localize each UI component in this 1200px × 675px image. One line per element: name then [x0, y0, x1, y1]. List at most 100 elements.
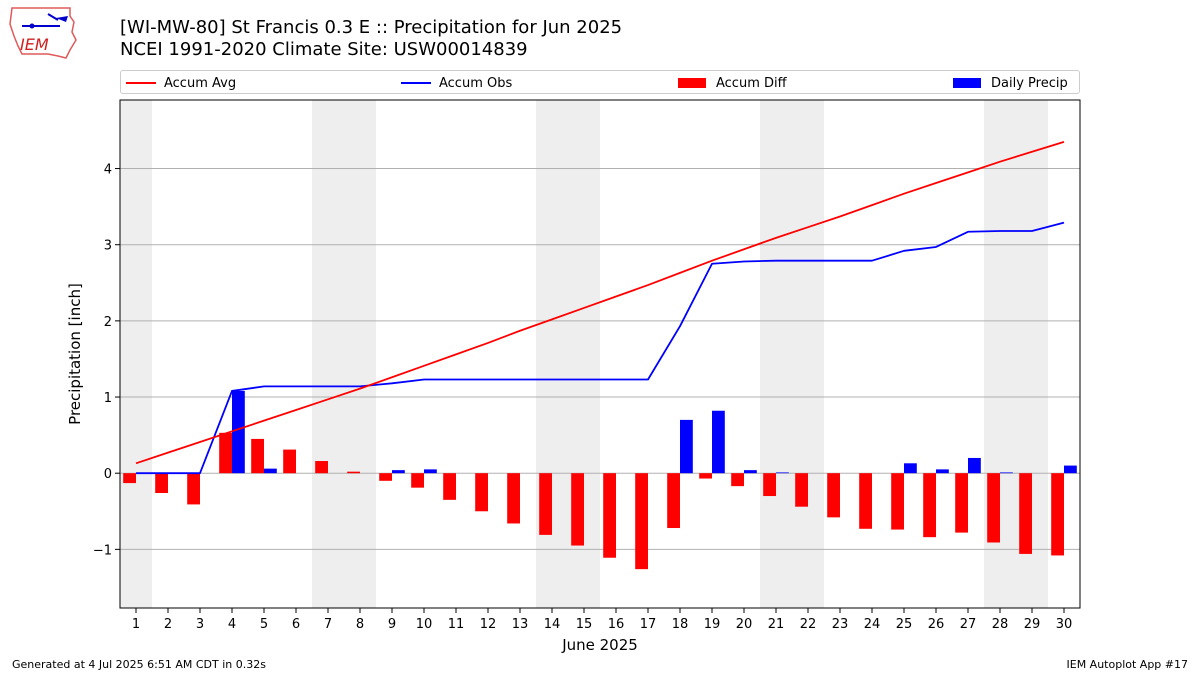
bars: [123, 390, 1077, 570]
bar-accum-diff-2: [155, 473, 168, 493]
gridlines: [120, 168, 1080, 550]
x-tick-label-4: 4: [228, 617, 236, 632]
weekend-shade-day-21: [760, 100, 792, 608]
y-tick-label-2: 1: [104, 391, 112, 406]
legend-swatch-daily-precip: [953, 78, 981, 88]
legend-swatch-accum-obs: [401, 82, 431, 84]
bar-accum-diff-23: [827, 473, 840, 518]
bar-accum-diff-7: [315, 461, 328, 474]
x-tick-label-2: 2: [164, 617, 172, 632]
x-tick-label-18: 18: [672, 617, 689, 632]
x-tick-label-10: 10: [416, 617, 433, 632]
bar-accum-diff-5: [251, 438, 264, 474]
legend-item-accum-avg: Accum Avg: [126, 74, 236, 92]
line-accum-obs: [136, 221, 1065, 475]
x-tick-label-22: 22: [800, 617, 817, 632]
x-tick-label-30: 30: [1056, 617, 1073, 632]
line-accum-avg: [135, 141, 1065, 465]
legend-item-accum-obs: Accum Obs: [401, 74, 512, 92]
x-tick-label-12: 12: [480, 617, 497, 632]
y-axis-label: Precipitation [inch]: [66, 283, 84, 425]
bar-accum-diff-30: [1051, 473, 1064, 556]
legend-swatch-accum-avg: [126, 82, 156, 84]
x-tick-label-11: 11: [448, 617, 465, 632]
weekend-shade-day-7: [312, 100, 344, 608]
x-tick-label-1: 1: [132, 617, 140, 632]
x-tick-label-15: 15: [576, 617, 593, 632]
y-tick-label-0: −1: [93, 543, 112, 558]
bar-daily-precip-10: [424, 469, 437, 474]
plot-frame: [119, 99, 1081, 609]
bar-accum-diff-11: [443, 473, 456, 500]
bar-accum-diff-3: [187, 473, 200, 505]
x-tick-label-23: 23: [832, 617, 849, 632]
x-tick-label-17: 17: [640, 617, 657, 632]
x-tick-label-9: 9: [388, 617, 396, 632]
bar-accum-diff-21: [763, 473, 776, 497]
x-tick-label-5: 5: [260, 617, 268, 632]
bar-daily-precip-4: [232, 390, 245, 474]
bar-daily-precip-25: [904, 463, 917, 474]
weekend-shade-day-14: [536, 100, 568, 608]
bar-accum-diff-10: [411, 473, 424, 488]
bar-accum-diff-19: [699, 473, 712, 479]
bar-accum-diff-26: [923, 473, 936, 538]
x-tick-label-8: 8: [356, 617, 364, 632]
bar-accum-diff-24: [859, 473, 872, 529]
y-tick-label-1: 0: [104, 467, 112, 482]
bar-daily-precip-30: [1064, 465, 1077, 474]
bar-daily-precip-18: [680, 419, 693, 474]
x-tick-label-27: 27: [960, 617, 977, 632]
x-tick-label-19: 19: [704, 617, 721, 632]
legend-label-accum-obs: Accum Obs: [439, 75, 513, 91]
x-tick-label-25: 25: [896, 617, 913, 632]
x-tick-label-6: 6: [292, 617, 300, 632]
weekend-shade-day-22: [792, 100, 824, 608]
weekend-shade-day-15: [568, 100, 600, 608]
bar-daily-precip-26: [936, 469, 949, 474]
bar-accum-diff-20: [731, 473, 744, 487]
weekend-shade-day-28: [984, 100, 1016, 608]
bar-accum-diff-4: [219, 432, 232, 474]
y-tick-label-4: 3: [104, 239, 112, 254]
bar-accum-diff-9: [379, 473, 392, 481]
y-tick-label-5: 4: [104, 163, 112, 178]
bar-accum-diff-12: [475, 473, 488, 512]
x-tick-label-24: 24: [864, 617, 881, 632]
iem-logo: IEM: [8, 6, 80, 60]
x-axis-label: June 2025: [561, 636, 638, 654]
weekend-shading: [120, 100, 1048, 608]
x-tick-label-14: 14: [544, 617, 561, 632]
legend-label-accum-diff: Accum Diff: [716, 75, 787, 91]
svg-text:IEM: IEM: [20, 35, 49, 54]
chart-legend: Accum Avg Accum Obs Accum Diff Daily Pre…: [120, 70, 1080, 94]
x-tick-label-26: 26: [928, 617, 945, 632]
bar-daily-precip-20: [744, 470, 757, 474]
footer-generated: Generated at 4 Jul 2025 6:51 AM CDT in 0…: [12, 658, 266, 671]
bar-accum-diff-27: [955, 473, 968, 533]
legend-item-accum-diff: Accum Diff: [678, 74, 787, 92]
bar-accum-diff-6: [283, 449, 296, 474]
x-tick-label-29: 29: [1024, 617, 1041, 632]
chart-subtitle: NCEI 1991-2020 Climate Site: USW00014839: [120, 39, 528, 60]
x-tick-label-3: 3: [196, 617, 204, 632]
x-tick-label-21: 21: [768, 617, 785, 632]
legend-label-daily-precip: Daily Precip: [991, 75, 1068, 91]
weekend-shade-day-1: [120, 100, 152, 608]
bar-accum-diff-14: [539, 473, 552, 535]
chart-title: [WI-MW-80] St Francis 0.3 E :: Precipita…: [120, 17, 623, 38]
weekend-shade-day-29: [1016, 100, 1048, 608]
bar-accum-diff-22: [795, 473, 808, 507]
x-tick-label-20: 20: [736, 617, 753, 632]
bar-daily-precip-5: [264, 468, 277, 474]
bar-accum-diff-17: [635, 473, 648, 570]
y-tick-label-3: 2: [104, 315, 112, 330]
legend-label-accum-avg: Accum Avg: [164, 75, 237, 91]
x-tick-label-13: 13: [512, 617, 529, 632]
bar-accum-diff-16: [603, 473, 616, 558]
bar-accum-diff-29: [1019, 473, 1032, 554]
bar-daily-precip-28: [1000, 472, 1013, 474]
bar-accum-diff-28: [987, 473, 1000, 543]
footer-app: IEM Autoplot App #17: [1066, 658, 1189, 671]
